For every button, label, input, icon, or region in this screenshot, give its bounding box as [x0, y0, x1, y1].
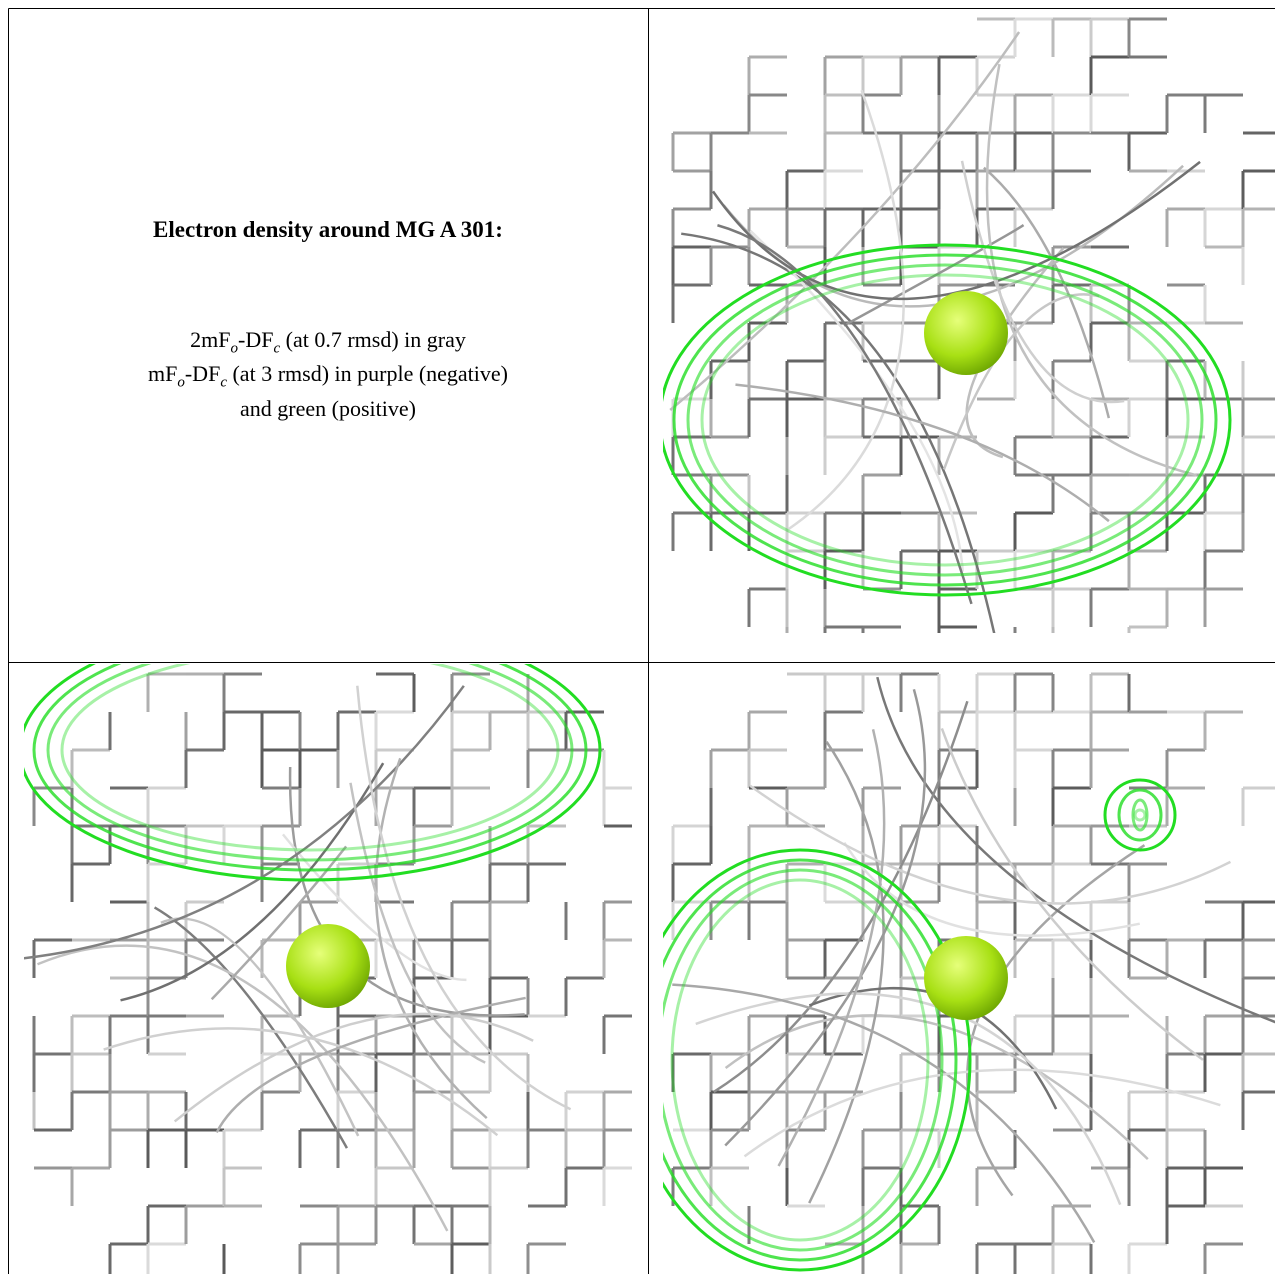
mg-ion [286, 924, 370, 1008]
density-contour [60, 664, 560, 852]
density-contour [663, 848, 972, 1272]
subscript: c [273, 340, 281, 357]
caption-legend: 2mFo-DFc (at 0.7 rmsd) in gray mFo-DFc (a… [9, 327, 647, 421]
subscript: c [220, 374, 227, 391]
mesh-curve [120, 762, 385, 1002]
mesh-curve [749, 229, 965, 572]
legend-text: -DF [184, 361, 221, 387]
mesh-curve [356, 685, 572, 1111]
density-panel [663, 17, 1275, 633]
legend-line: and green (positive) [9, 396, 647, 421]
density-contour [663, 858, 958, 1262]
density-contour [663, 243, 1232, 597]
density-panel [663, 672, 1275, 1274]
density-contour [1117, 788, 1163, 842]
mg-ion [924, 936, 1008, 1020]
mesh-curve [843, 841, 1141, 937]
subscript: o [177, 374, 185, 391]
mesh-curve [173, 1012, 534, 1123]
density-contour [663, 868, 944, 1252]
mesh-curve [672, 983, 1096, 1243]
density-contour [1133, 808, 1147, 822]
mesh-curve [724, 689, 927, 1147]
density-contour [24, 664, 602, 882]
density-contour [32, 664, 588, 872]
mesh-curve [940, 728, 1204, 1061]
mesh-curve [210, 845, 348, 1001]
mesh-curve [735, 383, 1110, 523]
subscript: o [230, 340, 239, 357]
mesh-curve [153, 906, 349, 1149]
legend-line: mFo-DFc (at 3 rmsd) in purple (negative) [9, 361, 647, 395]
legend-text: 2mF [190, 327, 231, 352]
table-borders [8, 8, 1275, 1274]
mesh-curve [960, 160, 1125, 404]
mesh-curve [711, 160, 1201, 301]
caption-cell: Electron density around MG A 301: 2mFo-D… [9, 9, 647, 661]
mesh-curve [24, 685, 465, 960]
mesh-curve [349, 782, 486, 1064]
legend-line: 2mFo-DFc (at 0.7 rmsd) in gray [9, 327, 647, 361]
mesh-curve [966, 844, 1146, 1197]
density-contour [686, 263, 1204, 577]
density-contour [700, 273, 1190, 567]
legend-text: -DF [238, 327, 274, 352]
mesh-curve [749, 784, 1232, 905]
mesh-curve [942, 293, 1100, 470]
mesh-curve [36, 944, 449, 1232]
density-panel [24, 664, 632, 1274]
mesh-curve [983, 166, 1111, 419]
mesh-curve [788, 89, 905, 531]
legend-text: and green (positive) [240, 395, 416, 421]
mg-ion [924, 291, 1008, 375]
mesh-curve [717, 224, 973, 605]
caption-title: Electron density around MG A 301: [153, 217, 503, 242]
mesh-curve [103, 1027, 499, 1137]
mesh-curve [743, 1068, 1221, 1158]
mesh-curve [215, 996, 526, 1134]
mesh-curve [681, 232, 996, 633]
mesh-curve [724, 1014, 1149, 1161]
legend-text: (at 0.7 rmsd) in gray [280, 327, 466, 352]
mesh-curve [808, 741, 885, 1204]
mesh-curve [965, 247, 1065, 459]
legend-text: mF [148, 361, 178, 387]
density-contour [1103, 778, 1177, 852]
density-contour [670, 878, 930, 1242]
legend-text: (at 3 rmsd) in purple (negative) [226, 361, 508, 387]
mesh-curve [669, 31, 1021, 411]
mesh-curve [374, 757, 488, 1120]
mesh-curve [985, 63, 1197, 477]
mesh-curve [777, 729, 886, 1167]
density-contour [672, 253, 1218, 587]
density-contour [1131, 798, 1149, 832]
mesh-curve [695, 992, 1122, 1206]
mesh-curve [876, 676, 1275, 1024]
mesh-curve [713, 700, 969, 1093]
density-contour [46, 664, 574, 862]
